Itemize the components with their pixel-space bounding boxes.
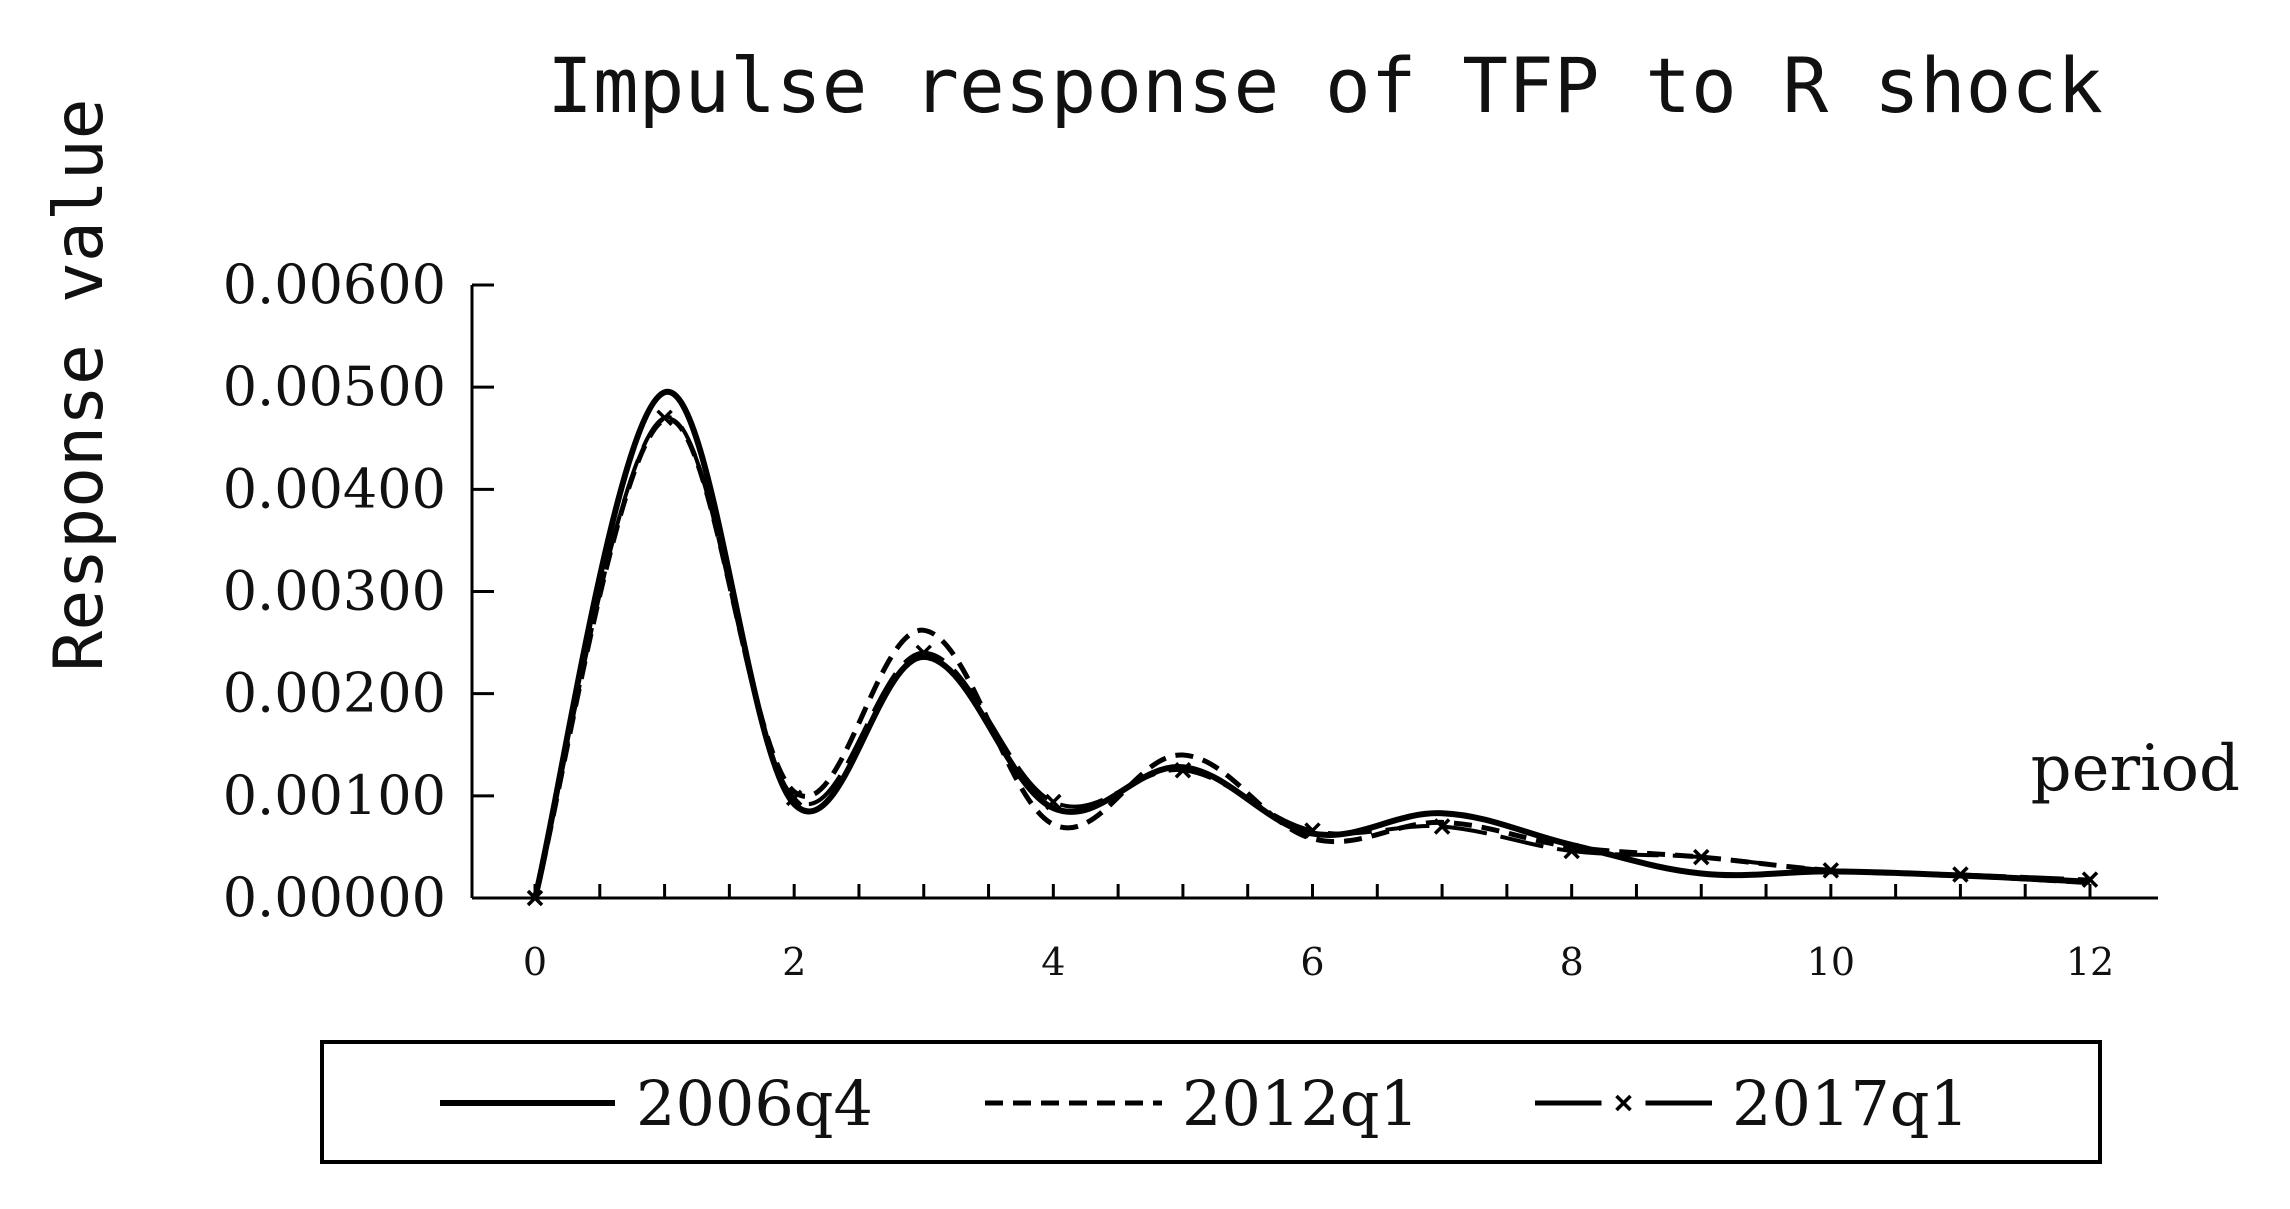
plot-area	[526, 389, 2099, 907]
legend-item-2017q1: 2017q1	[1535, 1067, 1969, 1140]
x-tick-label: 10	[1807, 940, 1855, 984]
x-tick-label: 8	[1560, 940, 1584, 984]
y-tick-label: 0.00600	[223, 253, 446, 316]
y-tick-label: 0.00300	[223, 560, 446, 623]
legend-label: 2012q1	[1182, 1067, 1419, 1140]
chart-title: Impulse response of TFP to R shock	[547, 41, 2103, 130]
series-line-2006q4	[532, 389, 2091, 899]
legend-box	[320, 1040, 2102, 1164]
x-tick-label: 4	[1041, 940, 1065, 984]
data-point-2017q1-3	[915, 644, 932, 662]
legend-item-2012q1: 2012q1	[985, 1067, 1419, 1140]
axes	[470, 285, 2158, 900]
x-tick-label: 0	[523, 940, 547, 984]
data-point-2017q1-8	[1563, 842, 1580, 860]
y-tick-label: 0.00200	[223, 662, 446, 725]
series-line-2012q1	[532, 417, 2091, 899]
legend: 2006q4 2012q1 2017q1	[320, 1040, 2102, 1164]
data-point-2017q1-12	[2081, 871, 2099, 888]
legend-marker	[1615, 1094, 1632, 1112]
data-point-2017q1-9	[1693, 848, 1710, 866]
data-point-2017q1-4	[1045, 793, 1062, 811]
data-point-2017q1-2	[785, 789, 803, 807]
legend-label: 2006q4	[636, 1067, 873, 1140]
x-axis-label: period	[2031, 732, 2240, 806]
legend-items: 2006q4 2012q1 2017q1	[440, 1067, 1969, 1140]
x-tick-label: 2	[782, 940, 806, 984]
y-ticks: 0.00000 0.00100 0.00200 0.00300 0.00400 0.005…	[223, 253, 494, 929]
x-tick-label: 6	[1300, 940, 1324, 984]
y-tick-label: 0.00500	[223, 355, 446, 418]
data-point-2017q1-7	[1433, 818, 1451, 835]
data-point-2017q1-6	[1304, 822, 1321, 839]
y-tick-label: 0.00400	[223, 457, 446, 520]
data-point-2017q1-1	[656, 409, 673, 427]
data-point-2017q1-5	[1174, 762, 1192, 779]
data-point-2017q1-10	[1822, 862, 1840, 879]
data-point-2017q1-11	[1952, 866, 1969, 883]
y-axis-label: Response value	[40, 98, 119, 671]
legend-label: 2017q1	[1732, 1067, 1969, 1140]
x-tick-label: 12	[2066, 940, 2114, 984]
legend-item-2006q4: 2006q4	[440, 1067, 873, 1140]
y-tick-label: 0.00000	[223, 866, 446, 929]
y-tick-label: 0.00100	[223, 764, 446, 827]
series-line-2017q1	[533, 415, 2091, 899]
x-ticks: 0 2 4 6 8 10 12	[523, 884, 2114, 984]
